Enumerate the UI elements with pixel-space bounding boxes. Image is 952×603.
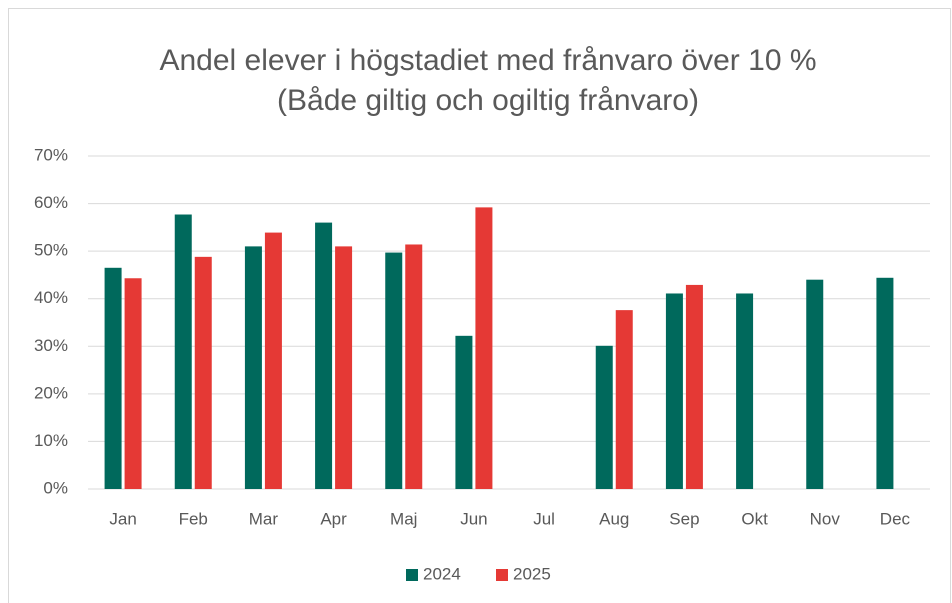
y-tick-label: 30% (34, 336, 68, 355)
bar (104, 267, 122, 489)
bar (315, 222, 333, 489)
y-tick-label: 20% (34, 383, 68, 402)
legend-label: 2024 (423, 564, 461, 583)
x-tick-label: Maj (390, 509, 417, 528)
y-tick-label: 10% (34, 431, 68, 450)
bar (264, 232, 282, 489)
bar (194, 256, 212, 489)
bar (174, 214, 192, 489)
x-tick-label: Aug (599, 509, 629, 528)
x-tick-label: Mar (249, 509, 279, 528)
legend-label: 2025 (513, 564, 551, 583)
legend-swatch (406, 569, 418, 581)
x-tick-label: Sep (669, 509, 699, 528)
x-tick-label: Nov (810, 509, 841, 528)
x-tick-label: Okt (741, 509, 768, 528)
bar (405, 244, 423, 489)
bar (685, 284, 703, 489)
bar (385, 252, 403, 489)
legend-swatch (496, 569, 508, 581)
bar (595, 345, 613, 489)
bar (335, 246, 353, 489)
x-tick-label: Feb (179, 509, 208, 528)
bar (244, 246, 262, 489)
x-tick-label: Apr (320, 509, 347, 528)
bar (615, 310, 633, 489)
y-tick-label: 60% (34, 193, 68, 212)
x-tick-label: Dec (880, 509, 911, 528)
chart-subtitle: (Både giltig och ogiltig frånvaro) (277, 84, 699, 117)
y-tick-label: 0% (43, 478, 68, 497)
x-tick-label: Jun (460, 509, 487, 528)
x-tick-label: Jul (533, 509, 555, 528)
bar (475, 207, 493, 489)
bar (124, 278, 142, 489)
y-tick-label: 70% (34, 145, 68, 164)
y-tick-label: 40% (34, 288, 68, 307)
bar (806, 279, 824, 489)
bar (455, 335, 473, 489)
bar (876, 277, 894, 489)
y-tick-label: 50% (34, 241, 68, 260)
bar (665, 293, 683, 489)
bar (736, 293, 754, 489)
x-tick-label: Jan (109, 509, 136, 528)
chart-title: Andel elever i högstadiet med frånvaro ö… (159, 44, 816, 77)
